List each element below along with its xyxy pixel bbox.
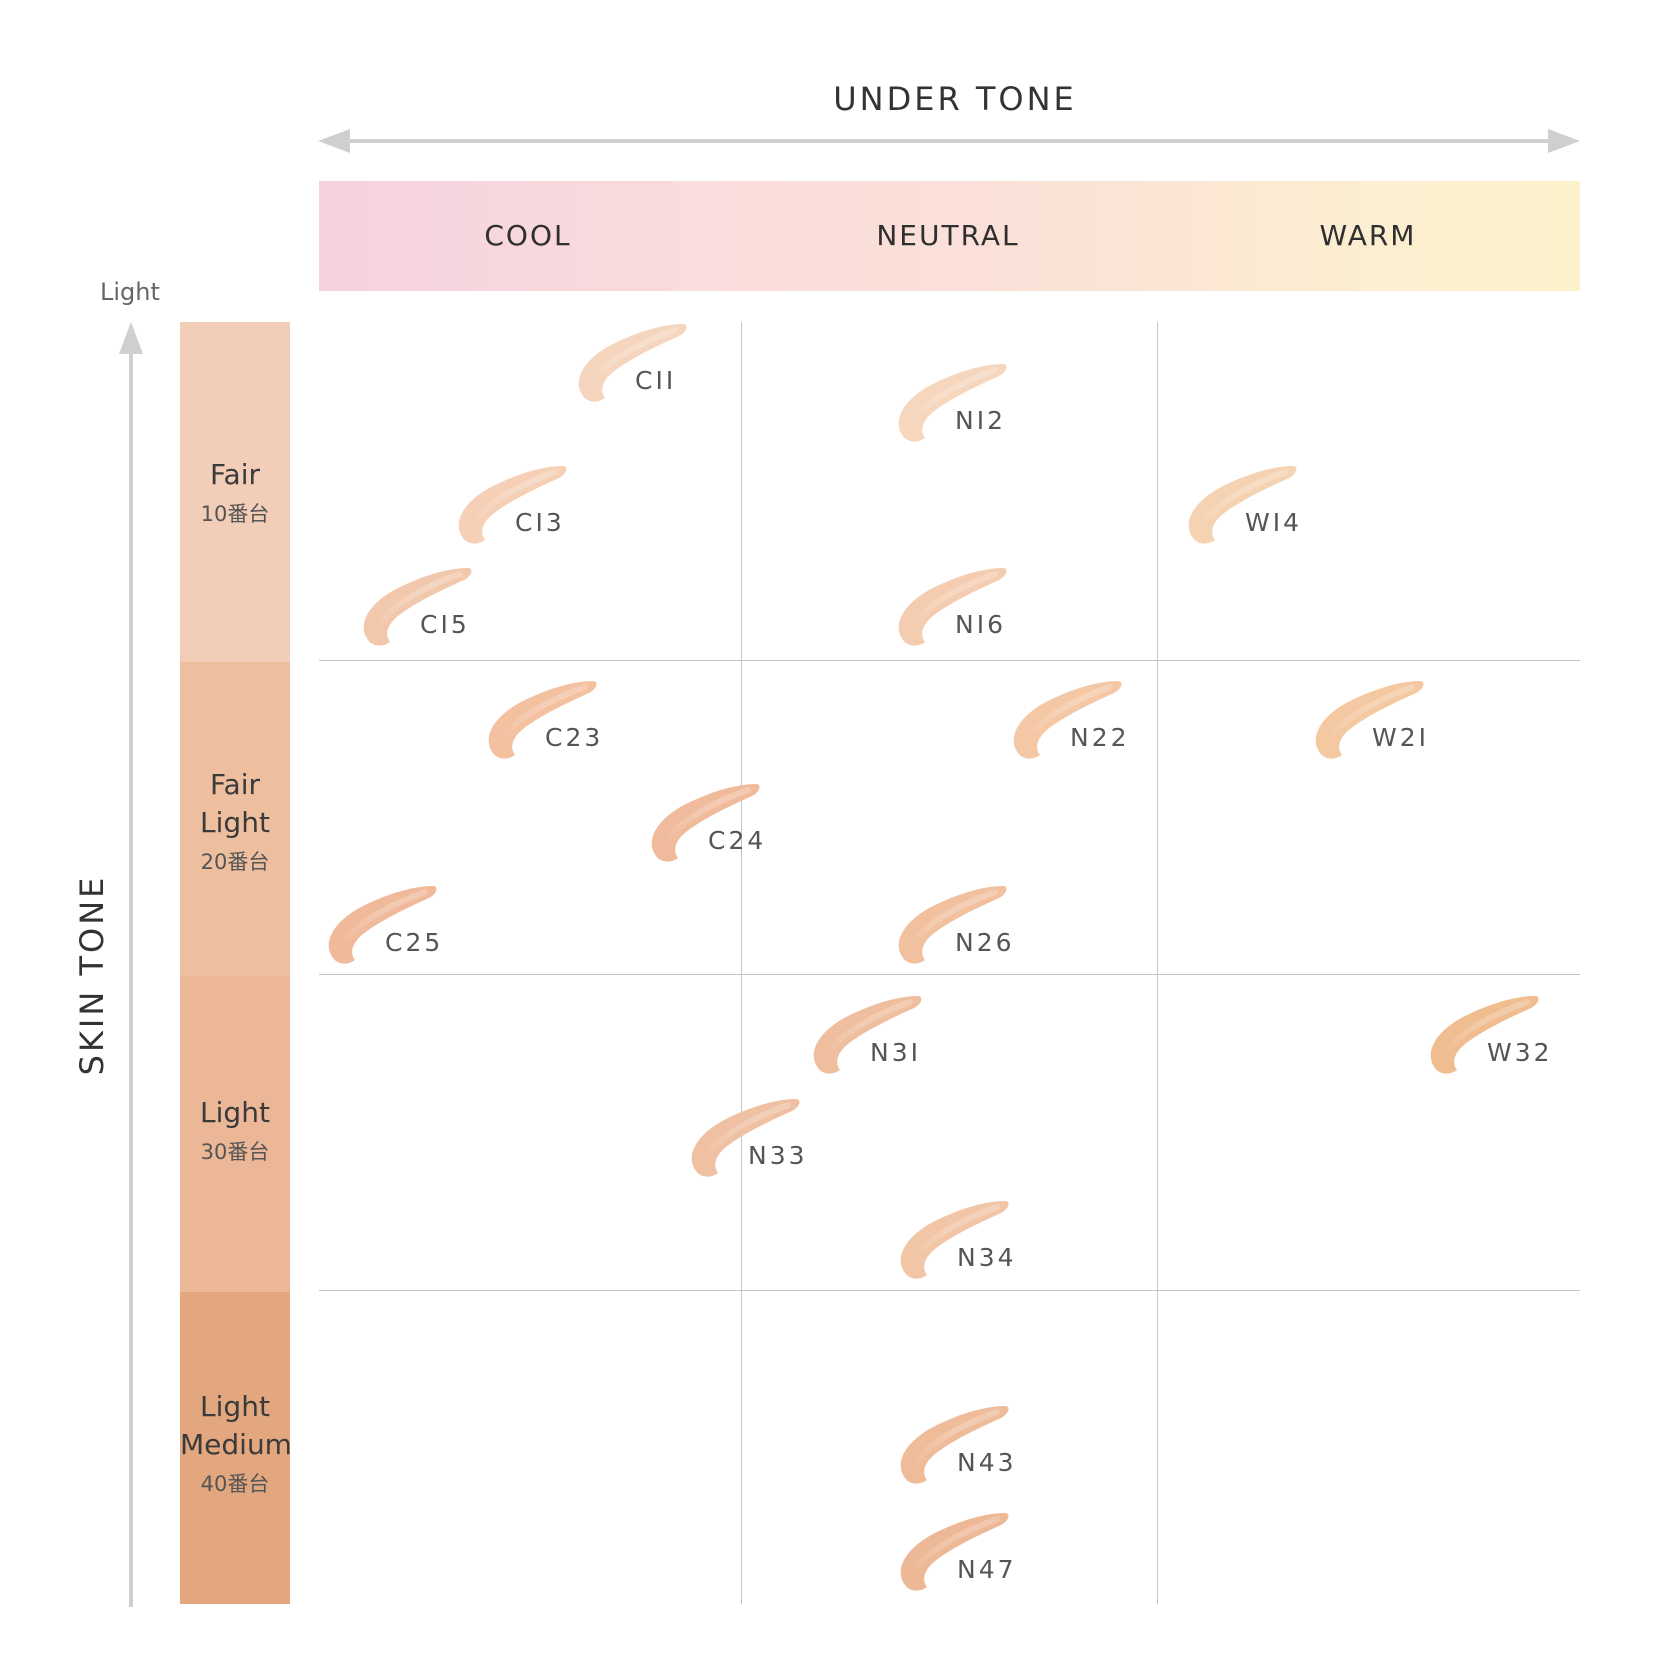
grid-vertical-divider (741, 322, 742, 1604)
swatch-stroke-icon (1188, 466, 1297, 544)
shade-code-label: W2I (1372, 723, 1429, 752)
shade-code-label: NI6 (955, 610, 1006, 639)
swatch-stroke-icon (578, 324, 687, 402)
swatch-stroke-icon (1013, 681, 1122, 759)
swatch-stroke-icon (898, 886, 1007, 964)
shade-swatch-n26: N26 (895, 880, 1015, 970)
skin-tone-bar-light-medium: Light Medium 40番台 (180, 1292, 292, 1604)
shade-swatch-w32: W32 (1427, 990, 1550, 1080)
shade-swatch-ci3: CI3 (455, 460, 575, 550)
skin-tone-up-arrow (119, 322, 143, 1607)
shade-code-label: CI5 (420, 610, 470, 639)
swatch-stroke-icon (488, 681, 597, 759)
skin-tone-number: 20番台 (200, 850, 270, 874)
swatch-stroke-icon (1315, 681, 1424, 759)
shade-code-label: N47 (957, 1555, 1017, 1584)
shade-code-label: C23 (545, 723, 604, 752)
shade-code-label: N43 (957, 1448, 1017, 1477)
skin-tone-number: 30番台 (200, 1140, 270, 1164)
skin-tone-number: 40番台 (200, 1472, 270, 1496)
shade-code-label: C25 (385, 928, 444, 957)
shade-swatch-c25: C25 (325, 880, 445, 970)
grid-horizontal-divider (319, 974, 1580, 975)
shade-swatch-ni2: NI2 (895, 358, 1015, 448)
shade-swatch-c24: C24 (648, 778, 768, 868)
shade-swatch-ci5: CI5 (360, 562, 480, 652)
skin-tone-name: Light (200, 1096, 270, 1129)
under-tone-title: UNDER TONE (833, 80, 1077, 118)
swatch-stroke-icon (1430, 996, 1539, 1074)
shade-code-label: CI3 (515, 508, 565, 537)
swatch-stroke-icon (900, 1201, 1009, 1279)
shade-swatch-n43: N43 (897, 1400, 1017, 1490)
shade-swatch-n33: N33 (688, 1093, 808, 1183)
shade-swatch-ni6: NI6 (895, 562, 1015, 652)
shade-swatch-n47: N47 (897, 1507, 1017, 1597)
shade-swatch-n3i: N3I (810, 990, 930, 1080)
swatch-stroke-icon (900, 1406, 1009, 1484)
shade-code-label: W32 (1487, 1038, 1553, 1067)
swatch-stroke-icon (898, 568, 1007, 646)
undertone-neutral-label: NEUTRAL (876, 219, 1020, 252)
swatch-stroke-icon (328, 886, 437, 964)
under-tone-double-arrow (318, 129, 1580, 153)
shade-swatch-cii: CII (575, 318, 695, 408)
swatch-stroke-icon (813, 996, 922, 1074)
swatch-stroke-icon (691, 1099, 800, 1177)
swatch-stroke-icon (900, 1513, 1009, 1591)
shade-swatch-n22: N22 (1010, 675, 1130, 765)
skin-tone-name: Fair (210, 458, 260, 491)
skin-tone-name: Fair Light (200, 768, 270, 839)
swatch-stroke-icon (651, 784, 760, 862)
swatch-stroke-icon (898, 364, 1007, 442)
undertone-warm-label: WARM (1319, 219, 1417, 252)
light-axis-label: Light (100, 278, 160, 306)
swatch-stroke-icon (458, 466, 567, 544)
shade-swatch-n34: N34 (897, 1195, 1017, 1285)
shade-code-label: CII (635, 366, 677, 395)
undertone-cool-label: COOL (484, 219, 572, 252)
shade-code-label: N22 (1070, 723, 1130, 752)
shade-swatch-c23: C23 (485, 675, 605, 765)
shade-swatch-w2i: W2I (1312, 675, 1432, 765)
shade-code-label: NI2 (955, 406, 1006, 435)
skin-tone-bar-fair-light: Fair Light 20番台 (180, 662, 290, 976)
skin-tone-axis-title: SKIN TONE (73, 874, 111, 1076)
skin-tone-bar-light: Light 30番台 (180, 976, 290, 1292)
grid-horizontal-divider (319, 660, 1580, 661)
shade-code-label: C24 (708, 826, 767, 855)
grid-vertical-divider (1157, 322, 1158, 1604)
shade-code-label: N34 (957, 1243, 1017, 1272)
skin-tone-number: 10番台 (200, 502, 270, 526)
swatch-stroke-icon (363, 568, 472, 646)
grid-horizontal-divider (319, 1290, 1580, 1291)
undertone-gradient-band: COOL NEUTRAL WARM (319, 181, 1580, 291)
shade-code-label: WI4 (1245, 508, 1302, 537)
shade-code-label: N33 (748, 1141, 808, 1170)
shade-code-label: N26 (955, 928, 1015, 957)
shade-swatch-wi4: WI4 (1185, 460, 1305, 550)
skin-tone-name: Light Medium (180, 1390, 292, 1461)
shade-code-label: N3I (870, 1038, 921, 1067)
skin-tone-bar-fair: Fair 10番台 (180, 322, 290, 662)
